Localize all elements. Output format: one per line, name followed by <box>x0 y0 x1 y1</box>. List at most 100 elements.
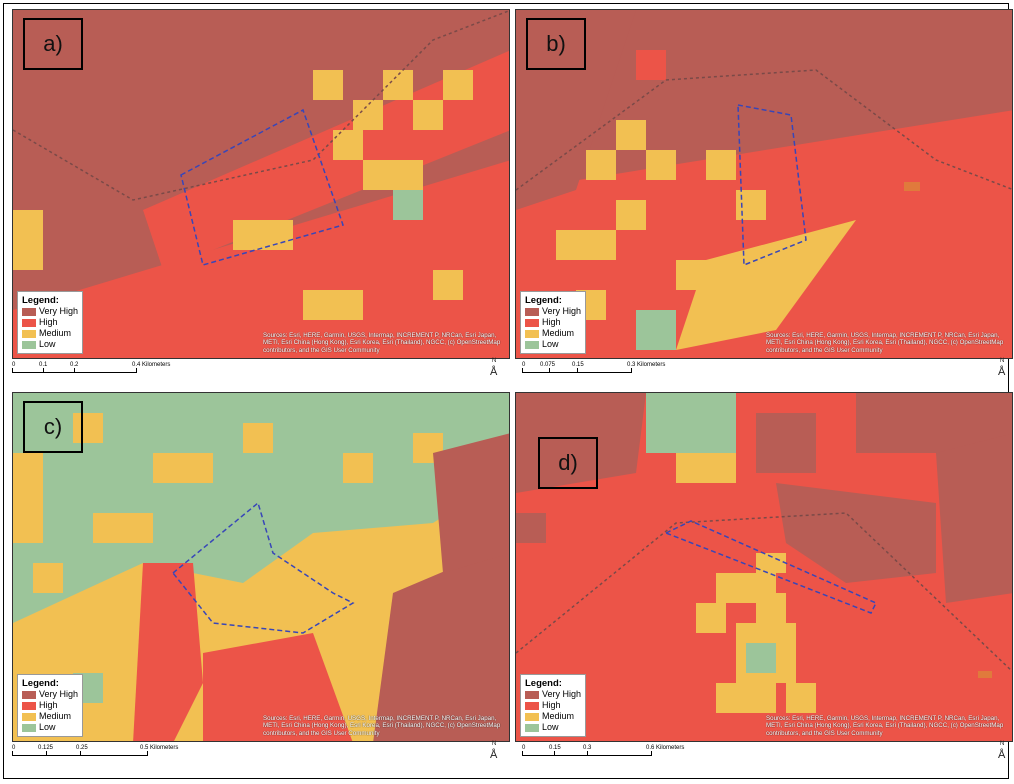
swatch-low <box>22 340 36 349</box>
map-credits: Sources: Esri, HERE, Garmin, USGS, Inter… <box>263 714 501 737</box>
swatch-low <box>525 340 539 349</box>
swatch-high <box>525 701 539 710</box>
swatch-very-high <box>22 690 36 699</box>
swatch-very-high <box>525 307 539 316</box>
swatch-medium <box>22 329 36 338</box>
map-credits: Sources: Esri, HERE, Garmin, USGS, Inter… <box>263 331 501 354</box>
swatch-medium <box>22 712 36 721</box>
scale-label: 0.25 <box>76 745 88 751</box>
scale-label: 0 <box>12 362 16 368</box>
scale-label: 0.1 <box>39 362 48 368</box>
north-label: N <box>1000 358 1005 364</box>
map-c-canvas <box>13 393 509 741</box>
scale-bar-d: 0 0.15 0.3 0.6 Kilometers <box>522 745 685 767</box>
legend-label: Low <box>39 339 56 349</box>
legend-item-very-high: Very High <box>22 689 78 700</box>
legend-item-very-high: Very High <box>525 689 581 700</box>
scale-label: 0.3 Kilometers <box>627 362 666 368</box>
legend-label: High <box>542 700 561 710</box>
legend-title: Legend: <box>22 295 59 306</box>
swatch-very-high <box>525 690 539 699</box>
legend-item-high: High <box>22 700 78 711</box>
legend-d: Legend: Very High High Medium Low <box>520 674 586 737</box>
legend-label: Low <box>542 722 559 732</box>
legend-label: Medium <box>39 328 72 338</box>
scale-label: 0.6 Kilometers <box>646 745 685 751</box>
scale-label: 0.125 <box>38 745 54 751</box>
legend-b: Legend: Very High High Medium Low <box>520 291 586 354</box>
scale-label: 0.4 Kilometers <box>132 362 171 368</box>
map-panel-c[interactable]: c) Legend: Very High High Medium Low Sou… <box>12 392 510 742</box>
swatch-very-high <box>22 307 36 316</box>
legend-label: Very High <box>38 689 79 699</box>
map-d-canvas <box>516 393 1012 741</box>
swatch-high <box>525 318 539 327</box>
scale-label: 0.15 <box>572 362 584 368</box>
legend-label: Medium <box>542 711 575 721</box>
scale-label: 0 <box>522 745 526 751</box>
swatch-high <box>22 318 36 327</box>
legend-label: Very High <box>541 689 582 699</box>
map-b-canvas <box>516 10 1012 358</box>
map-a-canvas <box>13 10 509 358</box>
scale-label: 0.2 <box>70 362 79 368</box>
scale-label: 0.15 <box>549 745 561 751</box>
north-label: N <box>492 358 497 364</box>
map-panel-d[interactable]: d) Legend: Very High High Medium Low Sou… <box>515 392 1013 742</box>
legend-item-high: High <box>525 317 581 328</box>
legend-item-high: High <box>22 317 78 328</box>
panel-label-c: c) <box>23 401 83 453</box>
legend-item-low: Low <box>525 339 581 350</box>
scale-bar-a: 0 0.1 0.2 0.4 Kilometers <box>12 362 170 384</box>
legend-item-medium: Medium <box>22 711 78 722</box>
swatch-medium <box>525 712 539 721</box>
legend-a: Legend: Very High High Medium Low <box>17 291 83 354</box>
scale-bar-b: 0 0.075 0.15 0.3 Kilometers <box>522 362 672 384</box>
map-credits: Sources: Esri, HERE, Garmin, USGS, Inter… <box>766 714 1004 737</box>
figure-frame <box>3 3 1009 779</box>
swatch-low <box>525 723 539 732</box>
legend-label: High <box>542 317 561 327</box>
legend-item-medium: Medium <box>525 711 581 722</box>
scale-label: 0.075 <box>540 362 556 368</box>
legend-item-low: Low <box>22 722 78 733</box>
map-panel-b[interactable]: b) Legend: Very High High Medium Low Sou… <box>515 9 1013 359</box>
scale-bar-c: 0 0.125 0.25 0.5 Kilometers <box>12 745 178 767</box>
north-label: N <box>492 741 497 747</box>
panel-label-a: a) <box>23 18 83 70</box>
scale-label: 0 <box>12 745 16 751</box>
legend-label: Low <box>542 339 559 349</box>
legend-label: Medium <box>542 328 575 338</box>
swatch-high <box>22 701 36 710</box>
swatch-medium <box>525 329 539 338</box>
map-panel-a[interactable]: a) Legend: Very High High Medium Low Sou… <box>12 9 510 359</box>
legend-label: High <box>39 317 58 327</box>
legend-item-medium: Medium <box>22 328 78 339</box>
map-credits: Sources: Esri, HERE, Garmin, USGS, Inter… <box>766 331 1004 354</box>
legend-title: Legend: <box>525 295 562 306</box>
legend-item-low: Low <box>22 339 78 350</box>
legend-item-very-high: Very High <box>525 306 581 317</box>
scale-label: 0 <box>522 362 526 368</box>
panel-label-b: b) <box>526 18 586 70</box>
legend-item-low: Low <box>525 722 581 733</box>
scale-label: 0.5 Kilometers <box>140 745 179 751</box>
legend-c: Legend: Very High High Medium Low <box>17 674 83 737</box>
legend-title: Legend: <box>525 678 562 689</box>
legend-title: Legend: <box>22 678 59 689</box>
north-label: N <box>1000 741 1005 747</box>
legend-item-medium: Medium <box>525 328 581 339</box>
legend-label: Very High <box>38 306 79 316</box>
legend-label: High <box>39 700 58 710</box>
legend-label: Low <box>39 722 56 732</box>
scale-label: 0.3 <box>583 745 592 751</box>
legend-item-very-high: Very High <box>22 306 78 317</box>
panel-label-d: d) <box>538 437 598 489</box>
legend-label: Medium <box>39 711 72 721</box>
legend-item-high: High <box>525 700 581 711</box>
swatch-low <box>22 723 36 732</box>
